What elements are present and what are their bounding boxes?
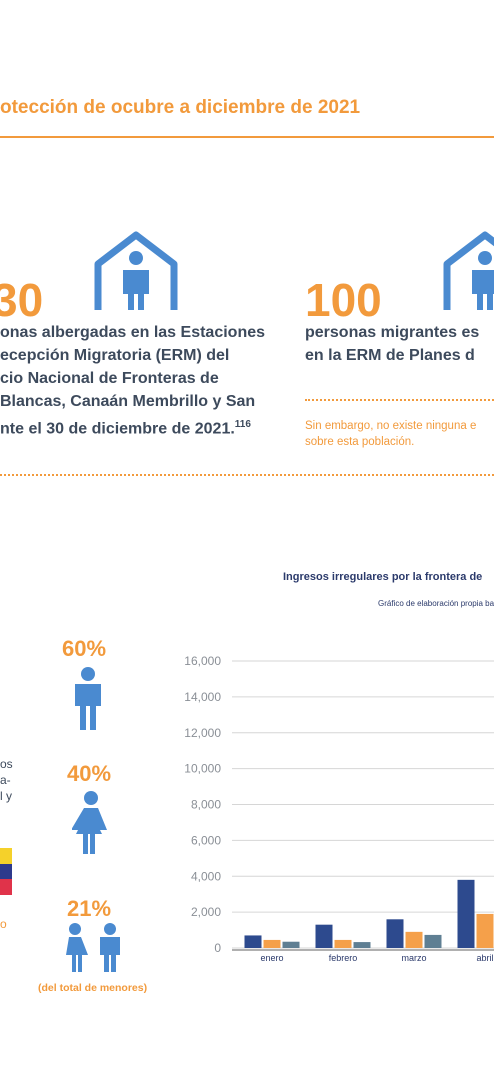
bar [315,924,333,948]
woman-icon [72,791,107,854]
stat-line: en la ERM de Planes d [305,347,475,364]
left-text: os a- l y [0,756,13,804]
y-tick-label: 14,000 [184,690,221,704]
bar [405,931,423,948]
stat-line: onas albergadas en las Estaciones [0,324,266,341]
figure-note: (del total de menores) [38,982,148,994]
bar [386,919,404,948]
dotted-divider [305,399,494,401]
chart-title: Ingresos irregulares por la frontera de [283,571,482,583]
bar [334,939,352,948]
flag-stripe [0,879,12,895]
stat-line: personas migrantes es [305,324,480,341]
y-tick-label: 4,000 [191,869,221,883]
flag-stripe [0,864,12,879]
y-tick-label: 12,000 [184,726,221,740]
stat-number: 30 [0,274,44,326]
text-fragment: o [0,917,7,931]
text-fragment: l y [0,789,12,803]
stat-line: cio Nacional de Fronteras de [0,370,219,387]
stat-text: onas albergadas en las Estaciones ecepci… [0,321,265,440]
percent: 40% [67,761,112,786]
y-tick-label: 2,000 [191,905,221,919]
x-tick-label: marzo [401,953,426,963]
bar [263,939,281,948]
x-tick-label: febrero [329,953,358,963]
dotted-divider [0,474,494,476]
y-tick-label: 0 [214,941,221,955]
bar [476,913,494,948]
y-tick-label: 6,000 [191,833,221,847]
bar [282,941,300,948]
y-tick-label: 10,000 [184,762,221,776]
stat-text: personas migrantes es en la ERM de Plane… [305,321,479,367]
bar [457,879,475,948]
y-tick-label: 8,000 [191,798,221,812]
stat-number: 100 [305,274,382,326]
divider [0,136,494,138]
x-tick-label: abril [476,953,493,963]
text-fragment: os [0,757,13,771]
y-tick-label: 16,000 [184,654,221,668]
stat-line: nte el 30 de diciembre de 2021.116 [0,413,265,440]
children-icon [66,923,120,972]
stat-note: Sin embargo, no existe ninguna e sobre e… [305,418,476,450]
stat-line: Blancas, Canaán Membrillo y San [0,393,256,410]
bar [244,935,262,948]
flag-stripe [0,848,12,864]
shelter-icon [443,231,494,310]
bar [353,942,371,948]
stat-line-text: nte el 30 de diciembre de 2021. [0,420,235,438]
bar [424,934,442,948]
x-tick-label: enero [260,953,283,963]
note-line: sobre esta población. [305,436,415,448]
man-icon [75,667,101,730]
shelter-icon [94,231,178,310]
stat-line: ecepción Migratoria (ERM) del [0,347,230,364]
percent: 60% [62,636,107,661]
chart-subtitle: Gráfico de elaboración propia ba [378,599,494,608]
percent: 21% [67,896,112,921]
section-title: otección de ocubre a diciembre de 2021 [0,97,361,118]
footnote: 116 [234,419,251,430]
text-fragment: a- [0,773,11,787]
note-line: Sin embargo, no existe ninguna e [305,420,477,432]
